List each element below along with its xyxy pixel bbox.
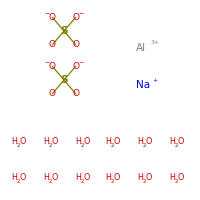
Text: O: O: [49, 13, 56, 22]
Text: 2: 2: [49, 179, 52, 184]
Text: −: −: [45, 59, 50, 64]
Text: H: H: [169, 137, 175, 146]
Text: O: O: [114, 137, 120, 146]
Text: O: O: [178, 137, 184, 146]
Text: S: S: [60, 75, 68, 85]
Text: H: H: [43, 137, 49, 146]
Text: 2: 2: [81, 179, 84, 184]
Text: 2: 2: [81, 143, 84, 148]
Text: O: O: [84, 137, 90, 146]
Text: O: O: [72, 40, 79, 49]
Text: O: O: [49, 40, 56, 49]
Text: O: O: [146, 173, 152, 182]
Text: H: H: [11, 173, 17, 182]
Text: O: O: [52, 137, 58, 146]
Text: 2: 2: [175, 143, 178, 148]
Text: H: H: [43, 173, 49, 182]
Text: 2: 2: [17, 179, 20, 184]
Text: 3+: 3+: [151, 40, 160, 46]
Text: H: H: [11, 137, 17, 146]
Text: O: O: [20, 137, 26, 146]
Text: 2: 2: [175, 179, 178, 184]
Text: Na: Na: [136, 80, 150, 90]
Text: 2: 2: [111, 179, 114, 184]
Text: O: O: [49, 62, 56, 71]
Text: 2: 2: [143, 179, 146, 184]
Text: −: −: [78, 59, 83, 64]
Text: H: H: [75, 137, 81, 146]
Text: H: H: [105, 137, 111, 146]
Text: H: H: [137, 137, 143, 146]
Text: 2: 2: [49, 143, 52, 148]
Text: S: S: [60, 26, 68, 36]
Text: +: +: [152, 77, 158, 82]
Text: O: O: [178, 173, 184, 182]
Text: −: −: [78, 10, 83, 15]
Text: O: O: [49, 89, 56, 98]
Text: Al: Al: [136, 43, 146, 53]
Text: H: H: [169, 173, 175, 182]
Text: H: H: [137, 173, 143, 182]
Text: O: O: [84, 173, 90, 182]
Text: 2: 2: [143, 143, 146, 148]
Text: 2: 2: [17, 143, 20, 148]
Text: H: H: [105, 173, 111, 182]
Text: O: O: [72, 89, 79, 98]
Text: 2: 2: [111, 143, 114, 148]
Text: O: O: [114, 173, 120, 182]
Text: O: O: [72, 13, 79, 22]
Text: O: O: [72, 62, 79, 71]
Text: O: O: [52, 173, 58, 182]
Text: O: O: [20, 173, 26, 182]
Text: O: O: [146, 137, 152, 146]
Text: −: −: [45, 10, 50, 15]
Text: H: H: [75, 173, 81, 182]
